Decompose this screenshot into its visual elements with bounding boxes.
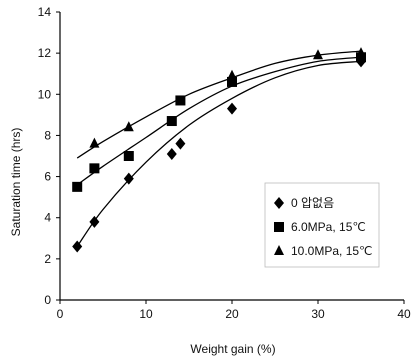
data-point-square bbox=[89, 163, 100, 174]
y-tick-label: 4 bbox=[44, 211, 51, 225]
legend-label: 0 압없음 bbox=[291, 196, 334, 210]
data-point-square bbox=[356, 52, 366, 63]
data-point-square bbox=[175, 95, 186, 106]
y-tick-label: 6 bbox=[44, 170, 51, 184]
trend-line-square bbox=[76, 56, 362, 186]
series-square bbox=[72, 52, 366, 192]
legend-label: 10.0MPa, 15℃ bbox=[291, 244, 373, 258]
data-point-triangle bbox=[227, 69, 237, 80]
y-tick-label: 8 bbox=[44, 128, 51, 142]
legend: 0 압없음 6.0MPa, 15℃ 10.0MPa, 15℃ bbox=[264, 182, 380, 268]
y-tick-label: 2 bbox=[44, 252, 51, 266]
data-point-square bbox=[123, 151, 134, 161]
legend-marker-diamond bbox=[274, 197, 284, 209]
legend-marker-square bbox=[274, 222, 284, 232]
legend-marker-triangle bbox=[274, 245, 284, 255]
plot-area bbox=[72, 47, 366, 253]
x-tick-label: 40 bbox=[397, 307, 411, 321]
trend-line-triangle bbox=[76, 50, 362, 159]
data-point-diamond bbox=[89, 215, 100, 228]
data-point-triangle bbox=[313, 49, 323, 60]
data-point-triangle bbox=[356, 47, 366, 58]
data-point-square bbox=[166, 116, 177, 127]
data-point-diamond bbox=[166, 147, 177, 160]
axes: 0 10 20 30 40 0 2 4 6 8 10 12 14 bbox=[38, 5, 411, 321]
data-point-diamond bbox=[227, 102, 237, 115]
x-tick-label: 30 bbox=[311, 307, 325, 321]
data-point-diamond bbox=[123, 172, 134, 185]
x-tick-label: 10 bbox=[139, 307, 153, 321]
data-point-triangle bbox=[89, 137, 100, 148]
x-tick-label: 20 bbox=[225, 307, 239, 321]
trend-line-diamond bbox=[76, 60, 362, 247]
x-axis-label: Weight gain (%) bbox=[190, 342, 275, 356]
legend-label: 6.0MPa, 15℃ bbox=[291, 220, 366, 234]
data-point-square bbox=[227, 76, 237, 87]
x-tick-label: 0 bbox=[57, 307, 64, 321]
data-point-diamond bbox=[175, 137, 186, 150]
y-tick-label: 10 bbox=[38, 87, 52, 101]
data-point-diamond bbox=[72, 240, 83, 253]
y-axis-label: Saturation time (hrs) bbox=[9, 128, 23, 237]
data-point-triangle bbox=[123, 121, 134, 132]
y-tick-label: 12 bbox=[38, 46, 52, 60]
y-tick-label: 14 bbox=[38, 5, 52, 19]
y-tick-label: 0 bbox=[44, 293, 51, 307]
series-triangle bbox=[76, 47, 366, 159]
data-point-square bbox=[72, 181, 83, 192]
